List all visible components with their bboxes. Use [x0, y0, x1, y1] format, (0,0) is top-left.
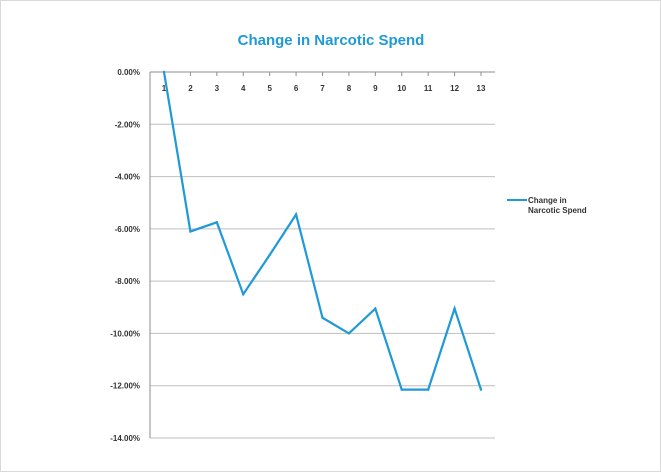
y-tick-label: -8.00% [115, 277, 140, 286]
data-point [268, 253, 271, 257]
y-tick-label: -10.00% [110, 329, 140, 338]
y-tick-label: 0.00% [117, 68, 140, 77]
x-tick-label: 13 [477, 84, 486, 93]
data-point [189, 230, 192, 233]
data-point [347, 332, 351, 335]
data-point [374, 307, 377, 310]
data-point [479, 388, 483, 391]
legend-label: Change in Narcotic Spend [528, 196, 587, 215]
data-point [321, 316, 324, 319]
series-layer [162, 70, 483, 391]
x-tick-label: 4 [241, 84, 246, 93]
data-point [400, 388, 403, 391]
x-tick-label: 8 [347, 84, 352, 93]
y-tick-label: -2.00% [115, 120, 140, 129]
y-tick-label: -4.00% [115, 173, 140, 182]
x-tick-label: 3 [215, 84, 220, 93]
x-tick-label: 7 [320, 84, 325, 93]
gridlines [149, 71, 495, 439]
y-tick-label: -6.00% [115, 225, 140, 234]
data-point [162, 70, 166, 74]
x-tick-label: 5 [267, 84, 272, 93]
data-point [426, 388, 430, 391]
y-axis-ticks: 0.00% -2.00% -4.00% -6.00% -8.00% -10.00% -12.… [110, 68, 140, 443]
data-point [215, 221, 219, 224]
x-tick-label: 10 [397, 84, 406, 93]
y-tick-label: -14.00% [110, 434, 140, 443]
x-tick-label: 9 [373, 84, 378, 93]
x-tick-label: 11 [424, 84, 433, 93]
x-tick-label: 6 [294, 84, 299, 93]
series-line [162, 71, 483, 391]
chart-title: Change in Narcotic Spend [238, 32, 425, 49]
x-tick-label: 1 [162, 84, 167, 93]
x-axis-ticks: 1 2 3 4 5 6 7 8 9 10 11 12 13 [162, 72, 486, 93]
legend: Change in Narcotic Spend [507, 196, 587, 215]
x-tick-label: 12 [450, 84, 459, 93]
x-tick-label: 2 [188, 84, 193, 93]
data-point [242, 293, 245, 296]
data-point [294, 213, 298, 216]
data-point [453, 307, 456, 310]
y-tick-label: -12.00% [110, 382, 140, 391]
